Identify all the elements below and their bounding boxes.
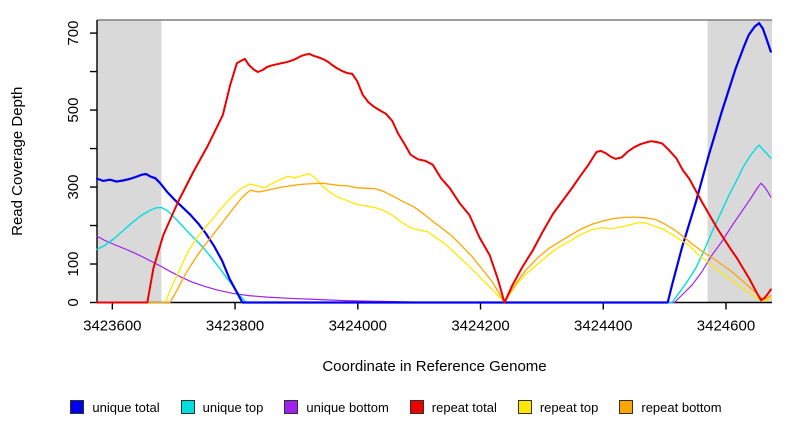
x-tick-label: 3423800	[206, 318, 264, 335]
x-tick-label: 3424000	[329, 318, 387, 335]
legend-item-unique-total: unique total	[70, 399, 160, 415]
legend-swatch-repeat-bottom	[619, 400, 634, 414]
legend-label-unique-total: unique total	[92, 399, 160, 415]
legend-item-repeat-bottom: repeat bottom	[619, 399, 722, 415]
series-line-unique-top	[96, 144, 772, 304]
legend-label-unique-top: unique top	[202, 399, 264, 415]
x-tick-label: 3423600	[83, 318, 141, 335]
shaded-region-0	[97, 20, 162, 303]
plot-legend: unique total unique top unique bottom re…	[0, 392, 792, 422]
series-line-unique-bottom	[96, 182, 772, 304]
x-axis-title: Coordinate in Reference Genome	[322, 358, 546, 375]
legend-swatch-repeat-top	[517, 400, 532, 414]
legend-item-repeat-top: repeat top	[517, 399, 599, 415]
legend-item-repeat-total: repeat total	[409, 399, 497, 415]
series-line-unique-total	[95, 22, 772, 304]
y-axis-title: Read Coverage Depth	[9, 87, 26, 236]
y-tick-label: 0	[65, 298, 82, 306]
y-tick-label: 700	[65, 21, 82, 46]
legend-item-unique-bottom: unique bottom	[284, 399, 389, 415]
coverage-plot: 0 100 300 500 700 3423600 3423800 3424000 342420…	[9, 19, 772, 375]
x-tick-label: 3424400	[574, 318, 632, 335]
y-tick-label: 500	[65, 98, 82, 123]
legend-swatch-unique-top	[180, 400, 195, 414]
legend-label-repeat-top: repeat top	[539, 399, 599, 415]
series-line-repeat-total	[96, 52, 772, 304]
legend-swatch-unique-bottom	[284, 400, 299, 414]
legend-swatch-repeat-total	[409, 400, 424, 414]
shaded-region-1	[707, 20, 772, 303]
legend-swatch-unique-total	[70, 400, 85, 414]
series-line-repeat-top	[96, 172, 772, 304]
legend-label-unique-bottom: unique bottom	[306, 399, 389, 415]
y-tick-label: 300	[65, 175, 82, 200]
legend-label-repeat-bottom: repeat bottom	[641, 399, 722, 415]
x-tick-label: 3424200	[451, 318, 509, 335]
legend-label-repeat-total: repeat total	[431, 399, 497, 415]
x-tick-label: 3424600	[697, 318, 755, 335]
series-line-repeat-bottom	[96, 182, 772, 304]
legend-item-unique-top: unique top	[180, 399, 264, 415]
y-tick-label: 100	[65, 251, 82, 276]
